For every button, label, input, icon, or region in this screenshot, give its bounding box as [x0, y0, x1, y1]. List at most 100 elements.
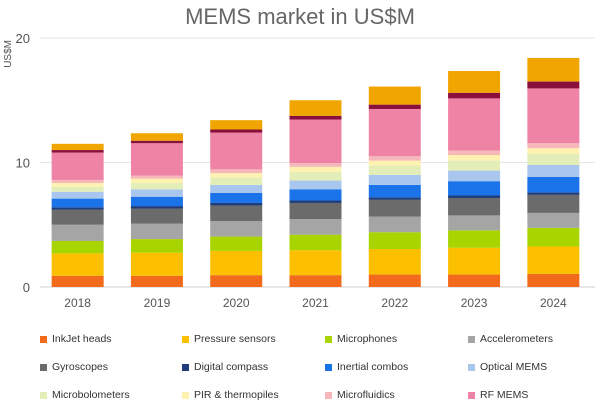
bar-segment	[527, 194, 580, 213]
bar-segment	[130, 252, 183, 276]
bar-segment	[527, 227, 580, 247]
bar-segment	[527, 212, 580, 228]
bar-segment	[368, 165, 421, 175]
bar-segment	[527, 164, 580, 177]
bar-segment	[289, 180, 342, 190]
bar-segment	[448, 195, 501, 198]
bar-segment	[448, 98, 501, 151]
bar-segment	[448, 150, 501, 156]
bar-segment	[130, 178, 183, 184]
bar-segment	[130, 189, 183, 197]
bar-segment	[210, 129, 263, 133]
bar-segment	[51, 240, 104, 254]
bar-segment	[130, 183, 183, 190]
bar-segment	[130, 196, 183, 207]
bar-segment	[289, 219, 342, 235]
bar-segment	[368, 232, 421, 250]
bar-segment	[448, 160, 501, 171]
bar-segment	[289, 275, 342, 287]
bar-segment	[210, 120, 263, 130]
bar-segment	[51, 207, 104, 210]
x-tick-label: 2021	[302, 296, 329, 310]
bar-segment	[289, 171, 342, 181]
bar-segment	[527, 246, 580, 274]
x-tick-label: 2024	[540, 296, 567, 310]
bar-segment	[527, 57, 580, 82]
bar-segment	[210, 202, 263, 206]
bar-segment	[527, 153, 580, 165]
bar-segment	[527, 88, 580, 144]
x-tick-label: 2019	[144, 296, 171, 310]
bar-segment	[448, 70, 501, 93]
bar-segment	[368, 197, 421, 200]
bar-segment	[210, 132, 263, 170]
bar-segment	[289, 202, 342, 220]
bar-segment	[448, 230, 501, 248]
bar-segment	[527, 143, 580, 149]
bar-segment	[448, 274, 501, 287]
bar-segment	[210, 173, 263, 178]
bar-segment	[51, 191, 104, 199]
bar-segment	[368, 156, 421, 161]
chart-title: MEMS market in US$M	[185, 4, 415, 29]
bar-segment	[289, 115, 342, 120]
x-tick-label: 2018	[64, 296, 91, 310]
bar-segment	[527, 273, 580, 287]
bar-segment	[368, 199, 421, 217]
bar-segment	[448, 197, 501, 216]
bar-segment	[289, 200, 342, 203]
bar-segment	[368, 86, 421, 105]
bar-segment	[51, 253, 104, 276]
bar-segment	[51, 186, 104, 192]
bar-segment	[130, 175, 183, 179]
bar-segment	[448, 92, 501, 99]
bar-segment	[130, 206, 183, 209]
y-tick-label: 20	[16, 31, 30, 46]
bar-segment	[289, 189, 342, 201]
bar-segment	[210, 184, 263, 194]
bar-segment	[210, 275, 263, 287]
bar-segment	[51, 275, 104, 287]
bar-segment	[368, 216, 421, 233]
bar-segment	[448, 181, 501, 196]
bar-segment	[368, 274, 421, 287]
bar-segment	[210, 169, 263, 174]
bar-segment	[130, 133, 183, 141]
x-tick-label: 2022	[381, 296, 408, 310]
bar-segment	[289, 119, 342, 164]
bar-segment	[210, 221, 263, 237]
y-tick-label: 10	[16, 156, 30, 171]
bar-segment	[368, 249, 421, 275]
bar-segment	[130, 239, 183, 253]
bar-segment	[51, 150, 104, 153]
bar-segment	[210, 250, 263, 276]
bar-segment	[51, 143, 104, 151]
bar-segment	[368, 184, 421, 198]
x-tick-label: 2020	[223, 296, 250, 310]
bar-segment	[289, 234, 342, 251]
bar-segment	[130, 275, 183, 287]
bar-segment	[368, 104, 421, 109]
bar-segment	[527, 176, 580, 193]
bar-segment	[130, 208, 183, 224]
bar-segment	[210, 193, 263, 203]
x-tick-label: 2023	[461, 296, 488, 310]
bar-segment	[368, 174, 421, 185]
bar-segment	[448, 247, 501, 275]
bar-segment	[289, 100, 342, 116]
bar-segment	[448, 155, 501, 161]
bar-segment	[130, 143, 183, 176]
bar-segment	[51, 209, 104, 225]
y-tick-label: 0	[23, 280, 30, 295]
bar-segment	[448, 170, 501, 182]
bar-segment	[289, 163, 342, 167]
bar-segment	[51, 183, 104, 187]
bar-segment	[51, 198, 104, 208]
bar-segment	[368, 160, 421, 166]
bar-segment	[130, 223, 183, 240]
bar-segment	[527, 148, 580, 154]
bar-segment	[527, 192, 580, 195]
bar-segment	[210, 236, 263, 251]
bar-segment	[289, 250, 342, 276]
